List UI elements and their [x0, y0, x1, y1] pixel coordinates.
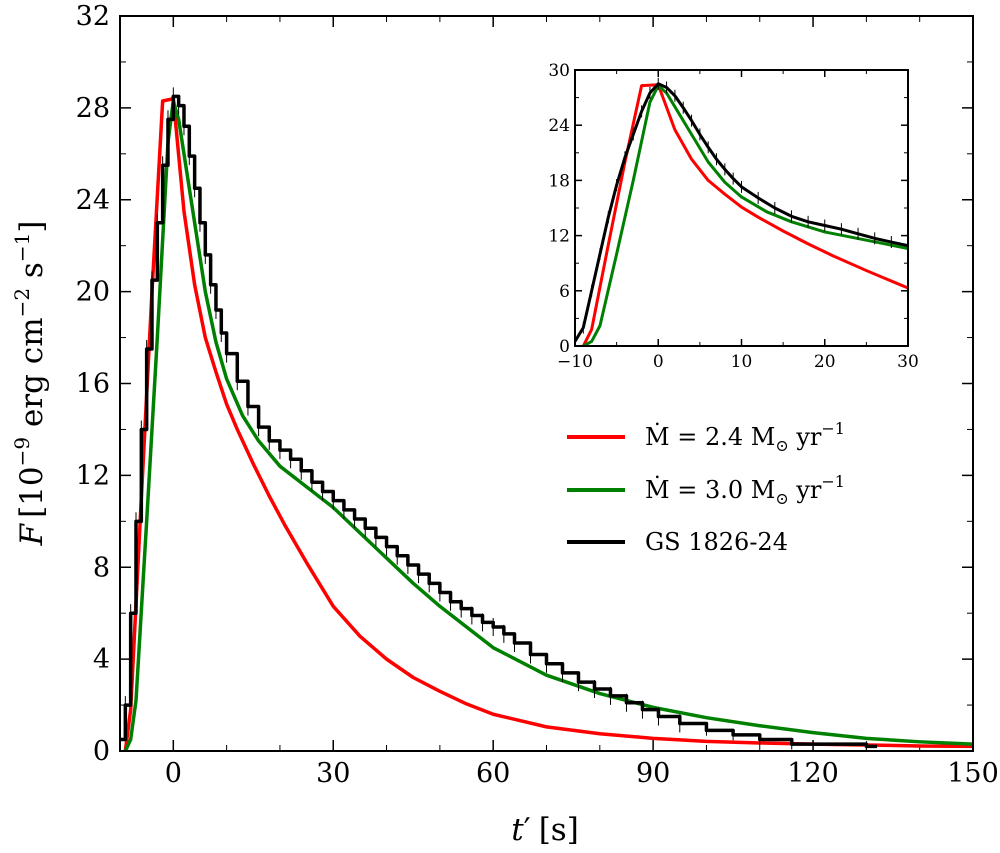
legend-label-black: GS 1826-24 [645, 528, 788, 556]
x-tick-label: 30 [897, 352, 919, 372]
y-tick-label: 8 [93, 552, 110, 583]
y-tick-label: 18 [548, 171, 570, 191]
series-line-0 [581, 83, 908, 346]
y-tick-label: 24 [548, 116, 570, 136]
y-tick-label: 16 [76, 369, 110, 400]
main-plot-frame [119, 15, 974, 752]
x-tick-label: 90 [636, 758, 670, 789]
x-tick-label: 0 [653, 352, 664, 372]
y-tick-label: 4 [93, 644, 110, 675]
y-tick-label: 0 [93, 736, 110, 767]
x-tick-label: 60 [476, 758, 510, 789]
y-axis-open: [10 [14, 466, 50, 518]
inset-plot-frame [574, 69, 909, 347]
series-line-0 [123, 96, 973, 751]
x-tick-label: −10 [557, 352, 593, 372]
y-axis-label: F [10−9 erg cm−2 s−1] [10, 221, 50, 547]
y-tick-label: 24 [76, 185, 110, 216]
x-axis-prime: ′ [524, 812, 531, 848]
x-tick-label: 30 [316, 758, 350, 789]
y-tick-label: 12 [76, 460, 110, 491]
inset-series-group [575, 77, 908, 346]
x-tick-label: 120 [787, 758, 839, 789]
x-axis-symbol: t [511, 812, 524, 848]
main-series-group [120, 87, 973, 751]
y-axis-mid2: s [14, 262, 50, 288]
y-axis-exp1: −9 [10, 437, 34, 466]
series-line-2 [120, 94, 878, 749]
y-tick-label: 30 [548, 61, 570, 81]
series-line-1 [582, 84, 908, 346]
y-tick-label: 32 [76, 1, 110, 32]
x-axis-label: t′ [s] [511, 812, 579, 848]
x-tick-label: 10 [731, 352, 753, 372]
x-axis-unit: [s] [539, 812, 579, 848]
y-tick-label: 0 [559, 337, 570, 357]
x-tick-label: 0 [165, 758, 182, 789]
x-tick-label: 150 [947, 758, 999, 789]
y-axis-exp2: −2 [10, 288, 34, 317]
legend-label-red: Ṁ = 2.4 M⊙ yr−1 [645, 419, 845, 455]
legend-label-green: Ṁ = 3.0 M⊙ yr−1 [645, 472, 845, 508]
x-tick-label: 20 [814, 352, 836, 372]
y-axis-close: ] [14, 221, 50, 233]
y-axis-symbol: F [14, 522, 50, 546]
legend: Ṁ = 2.4 M⊙ yr−1 Ṁ = 3.0 M⊙ yr−1 GS 1826-… [567, 419, 845, 556]
y-tick-label: 12 [548, 227, 570, 247]
y-axis-exp3: −1 [10, 233, 34, 262]
y-tick-label: 20 [76, 277, 110, 308]
y-axis-mid: erg cm [14, 317, 50, 436]
y-tick-label: 6 [559, 282, 570, 302]
y-tick-label: 28 [76, 93, 110, 124]
